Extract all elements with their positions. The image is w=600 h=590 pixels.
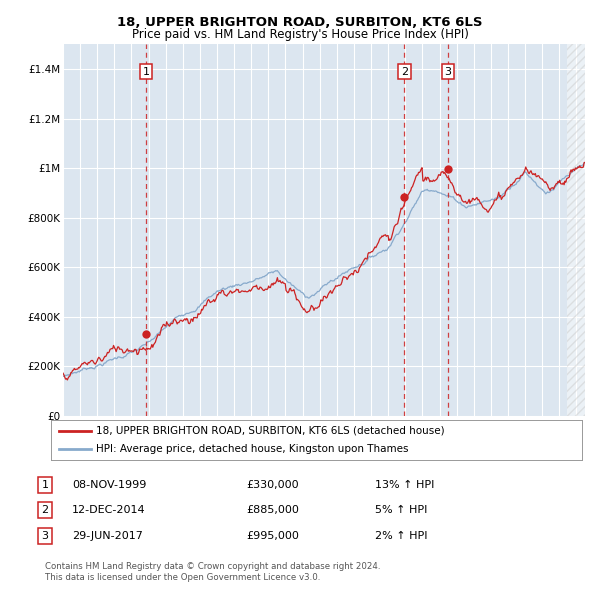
Text: £995,000: £995,000 [246, 531, 299, 540]
Text: 29-JUN-2017: 29-JUN-2017 [72, 531, 143, 540]
Text: £330,000: £330,000 [246, 480, 299, 490]
Text: Contains HM Land Registry data © Crown copyright and database right 2024.: Contains HM Land Registry data © Crown c… [45, 562, 380, 571]
Text: 12-DEC-2014: 12-DEC-2014 [72, 506, 146, 515]
Text: 1: 1 [143, 67, 149, 77]
Text: 2: 2 [401, 67, 408, 77]
Text: 2: 2 [41, 506, 49, 515]
Text: 18, UPPER BRIGHTON ROAD, SURBITON, KT6 6LS (detached house): 18, UPPER BRIGHTON ROAD, SURBITON, KT6 6… [96, 426, 445, 436]
Text: HPI: Average price, detached house, Kingston upon Thames: HPI: Average price, detached house, King… [96, 444, 409, 454]
Text: 1: 1 [41, 480, 49, 490]
Text: 3: 3 [445, 67, 451, 77]
Text: 5% ↑ HPI: 5% ↑ HPI [375, 506, 427, 515]
Text: This data is licensed under the Open Government Licence v3.0.: This data is licensed under the Open Gov… [45, 572, 320, 582]
Text: 2% ↑ HPI: 2% ↑ HPI [375, 531, 427, 540]
Text: Price paid vs. HM Land Registry's House Price Index (HPI): Price paid vs. HM Land Registry's House … [131, 28, 469, 41]
Bar [566, 44, 585, 416]
Text: £885,000: £885,000 [246, 506, 299, 515]
Text: 08-NOV-1999: 08-NOV-1999 [72, 480, 146, 490]
Text: 3: 3 [41, 531, 49, 540]
Text: 13% ↑ HPI: 13% ↑ HPI [375, 480, 434, 490]
Text: 18, UPPER BRIGHTON ROAD, SURBITON, KT6 6LS: 18, UPPER BRIGHTON ROAD, SURBITON, KT6 6… [117, 16, 483, 29]
